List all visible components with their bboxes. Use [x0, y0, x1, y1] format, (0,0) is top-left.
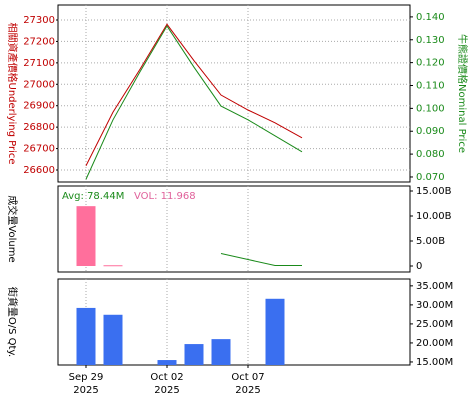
y-tick-label: 27100 [23, 58, 55, 69]
x-tick-label: Sep 29 [69, 372, 104, 383]
y2-tick-label: 0.090 [416, 126, 445, 137]
y2-tick-label: 0.110 [416, 80, 445, 91]
bar [157, 360, 177, 365]
y2-tick-label: 0.130 [416, 35, 445, 46]
x-tick-label: 2025 [154, 385, 179, 396]
y-tick-label: 27300 [23, 15, 55, 26]
bar [103, 265, 123, 267]
line-series [220, 253, 302, 266]
y2-tick-label: 0.100 [416, 103, 445, 114]
annotation: VOL: 11.968 [134, 191, 196, 202]
panel-frame [57, 4, 411, 183]
bar [103, 314, 123, 365]
y-tick-label: 27000 [23, 79, 55, 90]
axis-label: 牛熊證價格Nominal Price [456, 34, 469, 153]
x-tick-label: 2025 [235, 385, 260, 396]
bar [76, 206, 96, 266]
y-tick-label: 26900 [23, 101, 55, 112]
bar [184, 344, 204, 365]
y2-tick-label: 0.080 [416, 149, 445, 160]
axis-label: 街貨量O/S Qty. [6, 287, 19, 357]
y2-tick-label: 0.120 [416, 58, 445, 69]
y-tick-label: 27200 [23, 36, 55, 47]
x-tick-label: 2025 [73, 385, 98, 396]
bar [211, 339, 231, 365]
y-tick-label: 20.00M [416, 338, 453, 349]
y-tick-label: 26700 [23, 144, 55, 155]
y-tick-label: 10.00B [416, 211, 452, 222]
y-tick-label: 26800 [23, 122, 55, 133]
y-tick-label: 15.00M [416, 357, 453, 368]
axis-label: 成交量Volume [6, 195, 19, 262]
y-tick-label: 35.00M [416, 281, 453, 292]
bar [76, 307, 96, 365]
y2-tick-label: 0.070 [416, 172, 445, 183]
y-tick-label: 25.00M [416, 319, 453, 330]
y2-tick-label: 0.140 [416, 12, 445, 23]
line-series [85, 23, 303, 166]
y-tick-label: 5.00B [416, 236, 445, 247]
line-series [85, 25, 303, 180]
annotation: Avg: 78.44M [62, 191, 124, 202]
axis-label: 相關資產價格Underlying Price [6, 22, 19, 164]
y-tick-label: 15.00B [416, 186, 452, 197]
x-tick-label: Oct 02 [150, 372, 183, 383]
bar [265, 298, 285, 365]
y-tick-label: 26600 [23, 165, 55, 176]
y-tick-label: 0 [416, 261, 422, 272]
y-tick-label: 30.00M [416, 300, 453, 311]
panel-frame [57, 185, 411, 273]
x-tick-label: Oct 07 [231, 372, 264, 383]
